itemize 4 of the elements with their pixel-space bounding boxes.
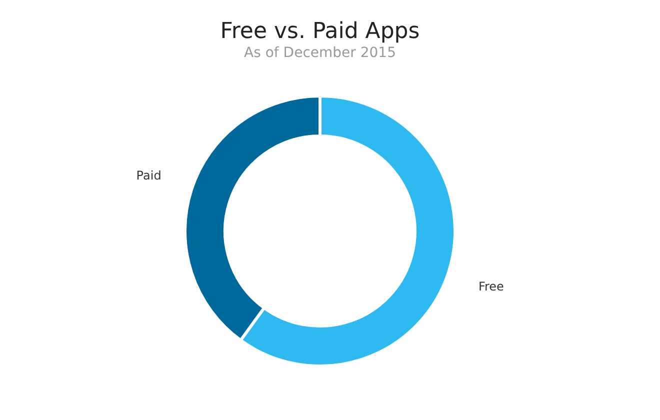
chart-title: Free vs. Paid Apps	[220, 19, 420, 44]
slice-label: Paid	[136, 168, 162, 182]
chart-subtitle: As of December 2015	[244, 45, 396, 61]
slice-label: Free	[478, 280, 504, 294]
